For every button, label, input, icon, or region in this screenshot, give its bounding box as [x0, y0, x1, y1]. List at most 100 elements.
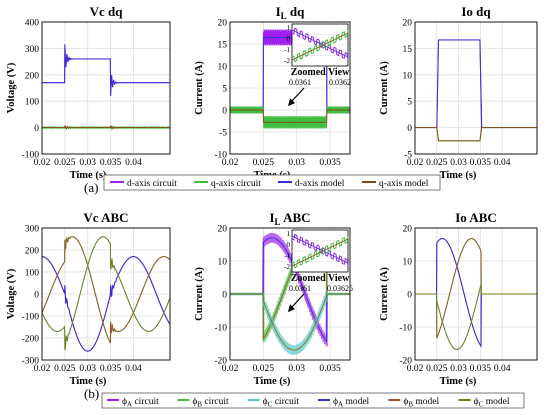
legend-text: circuit — [272, 397, 299, 407]
x-tick-label: 0.03 — [79, 364, 96, 374]
legend-b: ϕA circuit ϕB circuit ϕC circuit ϕA model ϕB… — [101, 392, 525, 409]
y-tick-label: 0 — [34, 124, 39, 134]
x-tick-label: 0.035 — [100, 158, 122, 168]
chart-title: Vc ABC — [83, 210, 128, 225]
y-axis-label: Voltage (V) — [6, 268, 17, 319]
y-tick-label: -5 — [219, 129, 227, 139]
legend-label: ϕB model — [403, 397, 439, 409]
chart-io_dq: 0.02 0.025 0.03 0.035 0.04 -5 0 5 10 15 20 Io dq Tim… — [379, 4, 538, 181]
y-tick-label: 15 — [218, 41, 228, 51]
legend-symbol: ϕ — [263, 397, 268, 407]
legend-subscript: B — [408, 401, 413, 409]
series-phB-model — [42, 236, 170, 344]
legend-label: ϕC circuit — [263, 397, 300, 409]
inset-y-tick: 1 — [287, 24, 291, 32]
x-tick-label: 0.025 — [54, 158, 76, 168]
y-tick-label: 10 — [218, 258, 228, 268]
x-tick-label: 0.035 — [470, 364, 492, 374]
legend-label: ϕA circuit — [122, 397, 159, 409]
y-tick-label: 0 — [34, 291, 39, 301]
x-tick-label: 0.035 — [100, 364, 122, 374]
y-tick-label: 20 — [218, 225, 228, 235]
legend-subscript: B — [197, 401, 202, 409]
title-rest: dq — [287, 4, 305, 19]
legend-text: circuit — [132, 397, 159, 407]
y-axis-label: Current (A) — [379, 61, 390, 115]
series-d-circuit — [415, 39, 537, 129]
x-tick-label: 0.02 — [222, 158, 239, 168]
inset-arrow-head — [288, 98, 295, 107]
legend-label: q-axis model — [379, 179, 429, 189]
series-d-model — [415, 39, 537, 129]
x-tick-label: 0.03 — [79, 158, 96, 168]
inset-x-tick: 0.0361 — [289, 78, 311, 87]
chart-title: Vc dq — [90, 4, 124, 19]
chart-title: Io dq — [461, 4, 491, 19]
x-tick-label: 0.04 — [494, 364, 511, 374]
inset-x-tick: 0.0361 — [289, 284, 311, 293]
y-tick-label: 10 — [403, 258, 413, 268]
x-tick-label: 0.02 — [222, 364, 239, 374]
x-tick-label: 0.04 — [125, 364, 142, 374]
x-tick-label: 0.025 — [426, 158, 448, 168]
series-phC-model — [415, 284, 537, 350]
series-phC-model — [42, 236, 170, 351]
x-tick-label: 0.035 — [319, 364, 341, 374]
y-axis-label: Current (A) — [194, 61, 205, 115]
axes-frame — [41, 21, 171, 155]
x-axis-label: Time (s) — [254, 376, 291, 387]
x-tick-label: 0.035 — [319, 158, 341, 168]
series-q-circuit — [415, 127, 537, 142]
inset-series-model-2 — [291, 238, 349, 267]
y-tick-label: 0 — [407, 124, 412, 134]
series-phA-circuit — [415, 238, 537, 348]
y-tick-label: 300 — [25, 45, 40, 55]
y-tick-label: -5 — [404, 151, 412, 161]
x-tick-label: 0.03 — [450, 364, 467, 374]
inset-label: Zoomed View — [291, 67, 350, 78]
y-tick-label: 5 — [222, 85, 227, 95]
y-tick-label: -200 — [22, 335, 40, 345]
y-tick-label: 20 — [218, 19, 228, 29]
x-axis-label: Time (s) — [440, 376, 477, 387]
legend-label: ϕA model — [333, 397, 370, 409]
y-tick-label: 5 — [407, 98, 412, 108]
x-tick-label: 0.035 — [470, 158, 492, 168]
series-d-circuit — [42, 44, 170, 96]
axes-frame — [229, 227, 351, 361]
plot-area — [42, 236, 170, 352]
legend-subscript: A — [127, 401, 132, 409]
y-tick-label: -10 — [214, 151, 227, 161]
legend-label: q-axis circuit — [211, 179, 261, 189]
series-phC-model — [230, 293, 350, 351]
y-tick-label: -100 — [22, 313, 40, 323]
x-axis-label: Time (s) — [440, 170, 477, 181]
series-phA-model — [415, 238, 537, 348]
chart-title: IL dq — [276, 4, 306, 21]
inset-y-tick: -1 — [284, 252, 290, 260]
legend-text: model — [343, 397, 369, 407]
plot-area — [42, 44, 170, 131]
y-tick-label: 0 — [407, 291, 412, 301]
x-tick-label: 0.025 — [426, 364, 448, 374]
plot-area — [415, 238, 537, 350]
legend-text: model — [413, 397, 439, 407]
x-tick-label: 0.025 — [253, 364, 275, 374]
x-tick-label: 0.025 — [253, 158, 275, 168]
legend-label: ϕC model — [474, 397, 510, 409]
y-tick-label: 200 — [25, 71, 40, 81]
x-tick-label: 0.02 — [34, 364, 51, 374]
legend-label: d-axis circuit — [127, 179, 177, 189]
inset-y-tick: 1 — [287, 230, 291, 238]
plot-area — [415, 39, 537, 142]
y-tick-label: 100 — [25, 98, 40, 108]
legend-symbol: ϕ — [333, 397, 338, 407]
inset-x-tick: 0.03625 — [327, 284, 353, 293]
x-tick-label: 0.03 — [288, 364, 305, 374]
x-tick-label: 0.02 — [34, 158, 51, 168]
inset-series-model-1 — [291, 29, 349, 58]
